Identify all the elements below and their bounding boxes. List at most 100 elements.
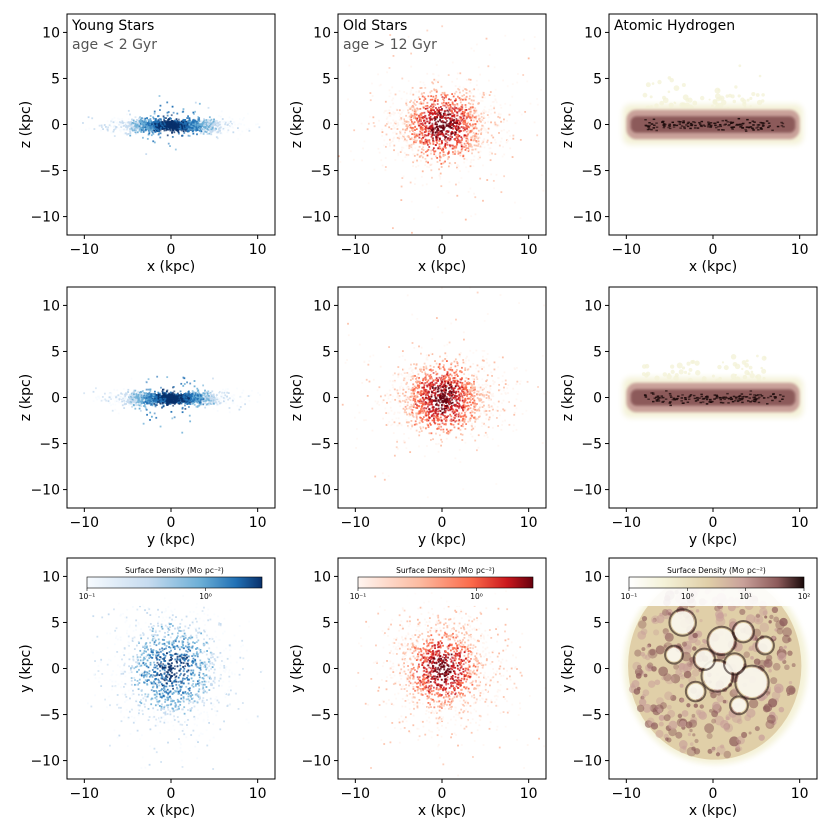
density-pixel bbox=[112, 130, 115, 133]
density-pixel bbox=[242, 389, 245, 392]
density-pixel bbox=[185, 399, 188, 402]
density-pixel bbox=[430, 118, 433, 120]
density-pixel bbox=[183, 124, 186, 127]
density-pixel bbox=[147, 123, 150, 126]
density-pixel bbox=[146, 121, 149, 124]
density-pixel bbox=[152, 140, 155, 143]
density-pixel bbox=[436, 108, 439, 111]
density-pixel bbox=[432, 148, 435, 151]
density-pixel bbox=[218, 131, 221, 134]
density-pixel bbox=[486, 141, 489, 144]
density-pixel bbox=[181, 406, 184, 409]
hi-core-cell bbox=[662, 123, 666, 125]
hi-core-cell bbox=[644, 118, 647, 121]
density-pixel bbox=[363, 140, 366, 143]
density-pixel bbox=[471, 145, 473, 148]
density-pixel bbox=[421, 95, 424, 98]
density-pixel bbox=[170, 126, 173, 129]
density-pixel bbox=[441, 25, 444, 28]
density-pixel bbox=[128, 404, 130, 406]
density-pixel bbox=[146, 137, 149, 140]
density-pixel bbox=[393, 149, 395, 152]
density-pixel bbox=[458, 121, 461, 124]
density-pixel bbox=[424, 107, 427, 110]
density-pixel bbox=[131, 128, 134, 131]
density-pixel bbox=[120, 126, 123, 128]
hi-core-cell bbox=[692, 121, 695, 123]
density-pixel bbox=[385, 117, 388, 120]
density-pixel bbox=[471, 124, 474, 127]
density-pixel bbox=[464, 123, 467, 126]
density-pixel bbox=[519, 138, 522, 141]
density-pixel bbox=[527, 57, 530, 60]
density-pixel bbox=[470, 99, 473, 102]
density-pixel bbox=[419, 141, 422, 144]
density-pixel bbox=[427, 148, 430, 151]
density-pixel bbox=[126, 121, 129, 124]
density-pixel bbox=[486, 139, 489, 142]
density-pixel bbox=[426, 142, 429, 145]
density-pixel bbox=[163, 129, 166, 132]
density-pixel bbox=[152, 129, 154, 132]
density-pixel bbox=[224, 121, 227, 124]
density-pixel bbox=[417, 108, 420, 110]
density-pixel bbox=[138, 117, 140, 120]
density-pixel bbox=[420, 141, 423, 144]
density-pixel bbox=[175, 118, 178, 121]
density-pixel bbox=[463, 94, 465, 96]
density-pixel bbox=[467, 170, 470, 173]
density-pixel bbox=[449, 106, 452, 108]
density-pixel bbox=[142, 121, 145, 124]
density-pixel bbox=[475, 141, 478, 144]
density-pixel bbox=[467, 92, 470, 95]
density-pixel bbox=[497, 112, 500, 115]
density-pixel bbox=[240, 123, 243, 126]
density-pixel bbox=[136, 131, 139, 134]
density-pixel bbox=[401, 121, 404, 124]
y-tick-label: 5 bbox=[593, 71, 602, 87]
density-pixel bbox=[412, 165, 414, 167]
density-pixel bbox=[192, 111, 195, 114]
density-pixel bbox=[135, 394, 138, 397]
hi-wisp bbox=[681, 82, 686, 88]
density-pixel bbox=[203, 117, 205, 120]
density-pixel bbox=[377, 73, 379, 76]
density-pixel bbox=[103, 392, 106, 395]
density-pixel bbox=[419, 155, 422, 157]
density-pixel bbox=[153, 112, 156, 115]
density-pixel bbox=[200, 124, 203, 127]
density-pixel bbox=[212, 121, 214, 124]
density-pixel bbox=[500, 129, 503, 132]
y-axis-label: z (kpc) bbox=[560, 101, 576, 148]
density-pixel bbox=[151, 121, 154, 124]
density-pixel bbox=[411, 127, 414, 129]
density-pixel bbox=[223, 400, 226, 402]
density-pixel bbox=[509, 135, 511, 137]
density-pixel bbox=[400, 118, 402, 121]
density-pixel bbox=[133, 404, 135, 407]
density-pixel bbox=[414, 183, 416, 186]
density-pixel bbox=[440, 133, 443, 136]
density-pixel bbox=[144, 120, 147, 123]
hi-core-cell bbox=[742, 122, 745, 125]
density-pixel bbox=[424, 134, 426, 136]
density-pixel bbox=[155, 125, 157, 128]
density-pixel bbox=[482, 126, 485, 129]
density-pixel bbox=[442, 97, 445, 100]
density-pixel bbox=[442, 126, 445, 129]
density-pixel bbox=[421, 112, 424, 115]
density-pixel bbox=[437, 79, 440, 82]
density-pixel bbox=[494, 125, 497, 127]
density-pixel bbox=[171, 417, 174, 420]
density-pixel bbox=[402, 146, 405, 149]
density-pixel bbox=[207, 126, 210, 128]
density-pixel bbox=[438, 155, 441, 158]
density-pixel bbox=[452, 153, 455, 155]
density-pixel bbox=[121, 404, 124, 407]
density-pixel bbox=[463, 136, 466, 139]
density-pixel bbox=[158, 130, 161, 133]
density-pixel bbox=[428, 139, 431, 142]
density-pixel bbox=[410, 106, 413, 108]
density-pixel bbox=[457, 150, 460, 153]
density-pixel bbox=[470, 110, 473, 113]
